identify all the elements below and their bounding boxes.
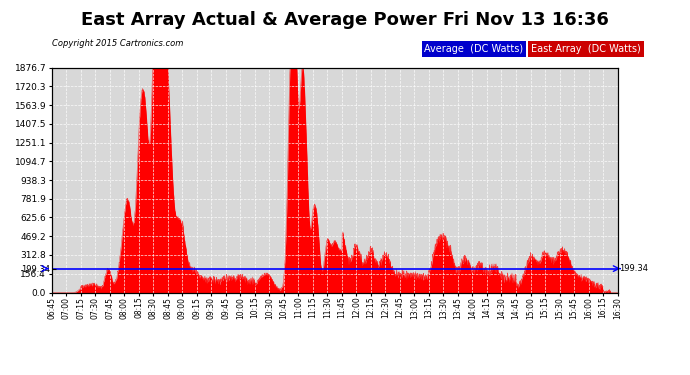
Text: 199.34: 199.34 [619, 264, 648, 273]
Text: Average  (DC Watts): Average (DC Watts) [424, 44, 524, 54]
Text: East Array  (DC Watts): East Array (DC Watts) [531, 44, 641, 54]
Text: Copyright 2015 Cartronics.com: Copyright 2015 Cartronics.com [52, 39, 183, 48]
Text: East Array Actual & Average Power Fri Nov 13 16:36: East Array Actual & Average Power Fri No… [81, 11, 609, 29]
